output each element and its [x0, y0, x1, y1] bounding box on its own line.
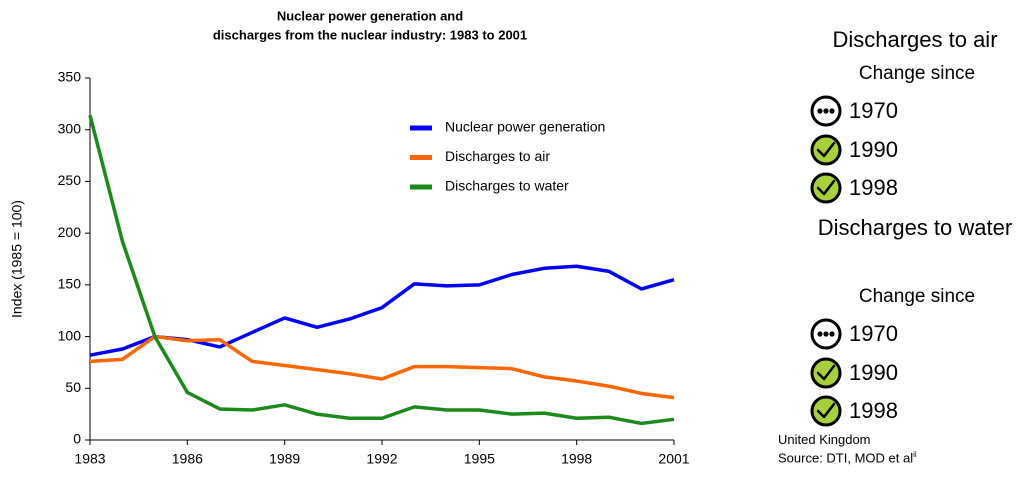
check-icon — [810, 134, 842, 165]
check-icon — [810, 172, 842, 204]
check-icon — [810, 395, 842, 427]
series-line — [89, 334, 675, 400]
icon-check — [816, 179, 836, 196]
icon-check — [816, 141, 836, 157]
icon-dot — [823, 108, 829, 114]
icon-check — [816, 402, 836, 419]
y-tick-label: 350 — [58, 69, 82, 85]
y-tick-label: 200 — [58, 224, 82, 240]
icon-dot — [829, 108, 835, 114]
neutral-icon — [810, 95, 842, 127]
panel-subtitle: Change since — [858, 286, 976, 307]
icon-circle — [810, 357, 842, 388]
x-tick-label: 1995 — [464, 451, 495, 467]
y-tick-label: 50 — [65, 379, 81, 395]
panel-title: Discharges to water — [817, 215, 1013, 240]
y-tick-label: 100 — [58, 327, 82, 343]
icon-dot — [817, 108, 823, 114]
panel-item: 1970 — [849, 98, 898, 123]
icon-dot — [829, 331, 835, 337]
y-axis-label: Index (1985 = 100) — [9, 200, 25, 318]
y-tick-label: 150 — [58, 276, 82, 292]
chart-title: discharges from the nuclear industry: 19… — [213, 27, 527, 42]
neutral-icon — [810, 318, 842, 350]
x-tick-label: 1998 — [561, 451, 592, 467]
panel-subtitle: Change since — [858, 63, 976, 84]
panel-title: Discharges to air — [832, 27, 998, 52]
x-tick-label: 1983 — [74, 451, 105, 467]
series-line — [89, 264, 675, 357]
panel-item: 1970 — [849, 321, 898, 346]
icon-circle — [810, 172, 842, 204]
legend-label: Discharges to water — [445, 178, 569, 194]
panel-note: United Kingdom — [778, 432, 871, 447]
y-tick-label: 250 — [58, 172, 82, 188]
series-line — [88, 114, 675, 426]
icon-circle — [810, 395, 842, 427]
panel-item: 1990 — [849, 359, 898, 385]
panel-note: Source: DTI, MOD et alii — [778, 450, 917, 466]
legend-label: Discharges to air — [445, 148, 550, 164]
y-tick-label: 300 — [58, 120, 82, 136]
panel-item: 1990 — [849, 136, 898, 162]
icon-circle — [810, 134, 842, 165]
panel-item: 1998 — [849, 398, 898, 423]
legend-label: Nuclear power generation — [445, 119, 605, 135]
x-tick-label: 1986 — [172, 451, 203, 467]
x-tick-label: 2001 — [658, 451, 689, 467]
chart: Nuclear power generation and discharges … — [9, 8, 690, 467]
y-tick-label: 0 — [73, 431, 81, 447]
note-sup: ii — [913, 450, 917, 459]
panel-item: 1998 — [849, 175, 898, 200]
icon-dot — [823, 331, 829, 337]
check-icon — [810, 357, 842, 388]
icon-check — [816, 364, 836, 380]
chart-title: Nuclear power generation and — [277, 8, 463, 23]
x-tick-label: 1992 — [366, 451, 397, 467]
x-tick-label: 1989 — [269, 451, 300, 467]
icon-dot — [817, 331, 823, 337]
